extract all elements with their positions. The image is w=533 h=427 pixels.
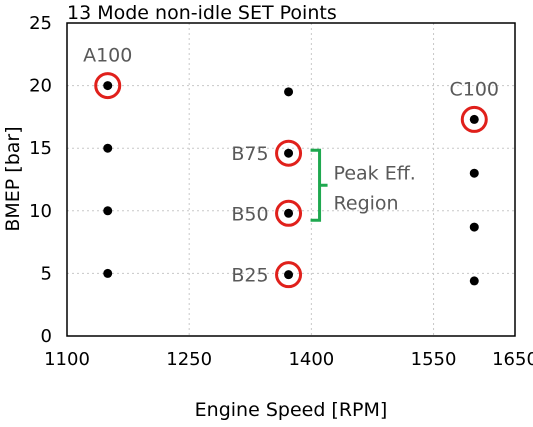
point-label: B75 bbox=[231, 143, 268, 165]
y-tick-label: 0 bbox=[41, 326, 52, 347]
highlight-ring bbox=[275, 261, 303, 289]
x-tick-label: 1250 bbox=[166, 349, 212, 370]
data-point bbox=[469, 168, 479, 178]
data-point bbox=[284, 208, 294, 218]
y-axis-title: BMEP [bar] bbox=[2, 126, 24, 231]
data-point bbox=[469, 276, 479, 286]
highlight-ring bbox=[460, 105, 488, 133]
data-point bbox=[103, 268, 113, 278]
x-axis-title: Engine Speed [RPM] bbox=[195, 399, 388, 421]
y-tick-label: 10 bbox=[29, 201, 52, 222]
tick-label-layer: 1100 1250 1400 1550 1650 0 5 10 15 20 25 bbox=[29, 13, 533, 370]
point-label-layer: A100 B75 B50 B25 C100 bbox=[83, 45, 499, 287]
y-tick-label: 25 bbox=[29, 13, 52, 34]
point-label: B25 bbox=[231, 265, 268, 287]
data-point bbox=[103, 81, 113, 91]
data-point bbox=[284, 148, 294, 158]
annotation-text: Peak Eff. bbox=[334, 162, 416, 184]
x-tick-label: 1650 bbox=[492, 349, 533, 370]
point-label: C100 bbox=[449, 78, 499, 100]
highlight-ring bbox=[275, 139, 303, 167]
annotation-layer: Peak Eff. Region bbox=[310, 148, 416, 222]
point-label: B50 bbox=[231, 203, 268, 225]
y-tick-label: 15 bbox=[29, 138, 52, 159]
highlight-ring bbox=[275, 199, 303, 227]
y-tick-label: 20 bbox=[29, 76, 52, 97]
data-point bbox=[284, 270, 294, 280]
peak-efficiency-bracket bbox=[310, 148, 328, 222]
annotation-text: Region bbox=[334, 192, 399, 214]
data-point bbox=[284, 87, 294, 97]
grid-layer bbox=[67, 23, 515, 336]
y-tick-label: 5 bbox=[41, 263, 52, 284]
data-point bbox=[469, 114, 479, 124]
point-label: A100 bbox=[83, 45, 132, 67]
plot-frame bbox=[66, 22, 516, 337]
x-tick-label: 1100 bbox=[44, 349, 90, 370]
x-tick-label: 1550 bbox=[411, 349, 457, 370]
highlight-ring bbox=[94, 72, 122, 100]
data-point bbox=[469, 222, 479, 232]
data-point bbox=[103, 143, 113, 153]
data-point-layer bbox=[94, 72, 488, 289]
chart-title: 13 Mode non-idle SET Points bbox=[67, 2, 337, 24]
data-point bbox=[103, 206, 113, 216]
x-tick-label: 1400 bbox=[288, 349, 334, 370]
